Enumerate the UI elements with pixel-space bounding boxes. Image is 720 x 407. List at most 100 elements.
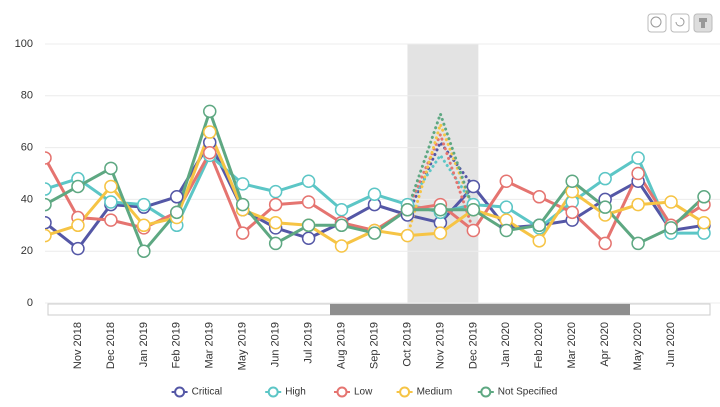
point-marker	[71, 218, 85, 233]
legend-label: Critical	[192, 387, 223, 398]
point-marker	[301, 195, 316, 209]
x-tick-label: Nov 2019	[434, 322, 446, 369]
x-tick-label: Jun 2019	[270, 322, 282, 367]
point-marker	[532, 234, 546, 248]
dotted-peak-line	[405, 152, 475, 207]
point-marker	[301, 218, 316, 233]
y-tick-label: 20	[21, 245, 33, 257]
point-marker	[137, 218, 151, 233]
y-tick-label: 80	[21, 90, 33, 102]
x-tick-label: Dec 2019	[467, 322, 479, 369]
y-tick-label: 40	[21, 193, 33, 205]
x-tick-label: May 2019	[237, 322, 249, 370]
point-marker	[235, 177, 250, 191]
point-marker	[565, 205, 579, 220]
legend-marker	[267, 386, 279, 398]
point-marker	[466, 223, 481, 238]
reset-button[interactable]	[670, 13, 690, 33]
point-marker	[598, 236, 612, 251]
dotted-peak-line	[405, 109, 475, 212]
point-marker	[104, 195, 118, 209]
point-marker	[45, 215, 52, 230]
point-marker	[170, 190, 184, 204]
point-marker	[499, 174, 514, 189]
point-marker	[45, 182, 52, 196]
point-marker	[45, 228, 52, 243]
legend-item[interactable]: Medium	[396, 386, 453, 398]
point-marker	[334, 239, 349, 253]
point-marker	[203, 125, 217, 139]
point-marker	[104, 161, 118, 176]
x-tick-label: Jun 2020	[665, 322, 677, 367]
point-marker	[268, 197, 283, 212]
point-marker	[400, 228, 415, 243]
point-marker	[565, 174, 579, 189]
legend-item[interactable]: Not Specified	[477, 386, 557, 398]
point-marker	[170, 205, 184, 220]
point-marker	[71, 241, 85, 256]
point-marker	[664, 195, 678, 209]
legend-label: High	[285, 387, 306, 398]
x-tick-label: Apr 2020	[599, 322, 611, 367]
point-marker	[499, 200, 514, 214]
point-marker	[400, 203, 415, 217]
navigator[interactable]	[47, 303, 711, 316]
point-marker	[137, 197, 151, 212]
x-tick-label: May 2020	[632, 322, 644, 370]
x-tick-label: Mar 2020	[566, 322, 578, 368]
point-marker	[499, 223, 514, 238]
x-tick-label: Dec 2018	[105, 322, 117, 369]
dotted-peak-line	[405, 139, 475, 217]
point-marker	[532, 190, 546, 204]
point-marker	[45, 151, 52, 165]
point-marker	[71, 179, 85, 194]
x-tick-label: Feb 2020	[533, 322, 545, 368]
legend-item[interactable]: Low	[334, 386, 373, 398]
point-marker	[301, 174, 316, 189]
point-marker	[631, 151, 645, 165]
point-marker	[301, 231, 316, 245]
y-tick-label: 100	[15, 38, 33, 50]
toolbar[interactable]	[647, 13, 713, 33]
legend-marker	[174, 386, 186, 398]
point-marker	[664, 221, 678, 235]
point-marker	[367, 226, 382, 240]
dotted-peak-line	[405, 130, 475, 232]
y-tick-label: 60	[21, 142, 33, 154]
x-tick-label: Aug 2019	[335, 322, 347, 369]
point-marker	[235, 226, 250, 240]
legend-marker	[480, 386, 492, 398]
legend-label: Medium	[417, 387, 453, 398]
point-marker	[104, 179, 118, 194]
point-marker	[334, 218, 349, 233]
point-marker	[598, 171, 612, 186]
y-tick-label: 0	[27, 297, 33, 309]
icon	[675, 17, 685, 27]
point-marker	[433, 226, 448, 240]
legend-item[interactable]: Critical	[171, 386, 223, 398]
x-tick-label: Nov 2018	[72, 322, 84, 369]
point-marker	[631, 197, 645, 212]
legend-item[interactable]: High	[265, 386, 306, 398]
point-marker	[466, 179, 481, 194]
point-marker	[203, 104, 217, 119]
dotted-peak-line	[405, 119, 475, 238]
highlight-band	[407, 44, 479, 303]
point-marker	[235, 197, 250, 212]
point-marker	[697, 215, 711, 230]
legend-label: Not Specified	[498, 387, 557, 398]
point-marker	[203, 146, 217, 160]
navigator-thumb[interactable]	[330, 304, 630, 315]
legend-marker	[399, 386, 411, 398]
point-marker	[137, 244, 151, 258]
x-tick-label: Feb 2019	[171, 322, 183, 368]
x-tick-label: Mar 2019	[204, 322, 216, 368]
point-marker	[631, 166, 645, 181]
point-marker	[598, 200, 612, 214]
point-marker	[104, 213, 118, 227]
point-marker	[45, 197, 52, 212]
legend-label: Low	[354, 387, 373, 398]
point-marker	[697, 190, 711, 204]
point-marker	[268, 236, 283, 251]
